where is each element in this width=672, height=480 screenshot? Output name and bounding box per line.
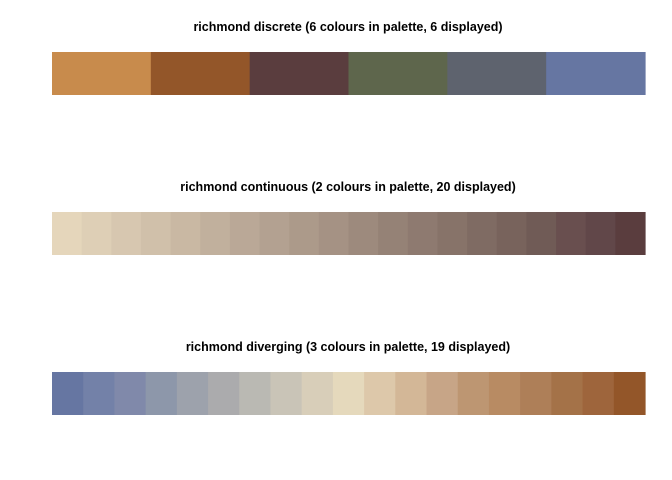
- continuous-swatch-15: [467, 212, 498, 255]
- continuous-swatch-2: [81, 212, 112, 255]
- continuous-swatch-13: [407, 212, 439, 255]
- continuous-swatch-7: [229, 212, 261, 255]
- continuous-swatch-4: [140, 212, 172, 255]
- diverging-swatch-1: [52, 372, 84, 415]
- palette-panel-continuous: richmond continuous (2 colours in palett…: [52, 180, 646, 255]
- swatch-strip-diverging: [52, 372, 646, 415]
- diverging-swatch-2: [83, 372, 116, 415]
- diverging-swatch-11: [364, 372, 396, 415]
- continuous-swatch-18: [556, 212, 587, 255]
- continuous-swatch-3: [111, 212, 142, 255]
- continuous-swatch-17: [526, 212, 557, 255]
- continuous-swatch-12: [378, 212, 409, 255]
- continuous-swatch-8: [259, 212, 290, 255]
- diverging-swatch-14: [457, 372, 490, 415]
- panel-title-discrete: richmond discrete (6 colours in palette,…: [193, 20, 502, 34]
- discrete-swatch-6: [546, 52, 646, 95]
- continuous-swatch-6: [200, 212, 231, 255]
- panel-title-continuous: richmond continuous (2 colours in palett…: [180, 180, 515, 194]
- diverging-swatch-7: [239, 372, 272, 415]
- discrete-swatch-1: [52, 52, 152, 95]
- continuous-swatch-16: [496, 212, 527, 255]
- diverging-swatch-5: [176, 372, 209, 415]
- continuous-swatch-20: [615, 212, 646, 255]
- diverging-swatch-15: [488, 372, 521, 415]
- continuous-swatch-5: [170, 212, 201, 255]
- continuous-swatch-9: [289, 212, 320, 255]
- diverging-swatch-19: [613, 372, 646, 415]
- continuous-swatch-19: [585, 212, 616, 255]
- diverging-swatch-18: [582, 372, 615, 415]
- diverging-swatch-16: [520, 372, 552, 415]
- diverging-swatch-12: [395, 372, 428, 415]
- continuous-swatch-11: [348, 212, 379, 255]
- diverging-swatch-6: [208, 372, 240, 415]
- diverging-swatch-4: [145, 372, 178, 415]
- palette-panel-diverging: richmond diverging (3 colours in palette…: [52, 340, 646, 415]
- diverging-swatch-8: [270, 372, 303, 415]
- discrete-swatch-5: [447, 52, 547, 95]
- discrete-swatch-3: [249, 52, 350, 95]
- diverging-swatch-17: [551, 372, 584, 415]
- diverging-swatch-9: [301, 372, 334, 415]
- panel-title-diverging: richmond diverging (3 colours in palette…: [186, 340, 510, 354]
- diverging-swatch-13: [426, 372, 459, 415]
- diverging-swatch-10: [332, 372, 365, 415]
- palette-panel-discrete: richmond discrete (6 colours in palette,…: [52, 20, 646, 95]
- discrete-swatch-4: [348, 52, 448, 95]
- swatch-strip-discrete: [52, 52, 646, 95]
- continuous-swatch-14: [437, 212, 468, 255]
- swatch-strip-continuous: [52, 212, 646, 255]
- continuous-swatch-1: [52, 212, 83, 255]
- continuous-swatch-10: [318, 212, 350, 255]
- discrete-swatch-2: [150, 52, 251, 95]
- diverging-swatch-3: [114, 372, 147, 415]
